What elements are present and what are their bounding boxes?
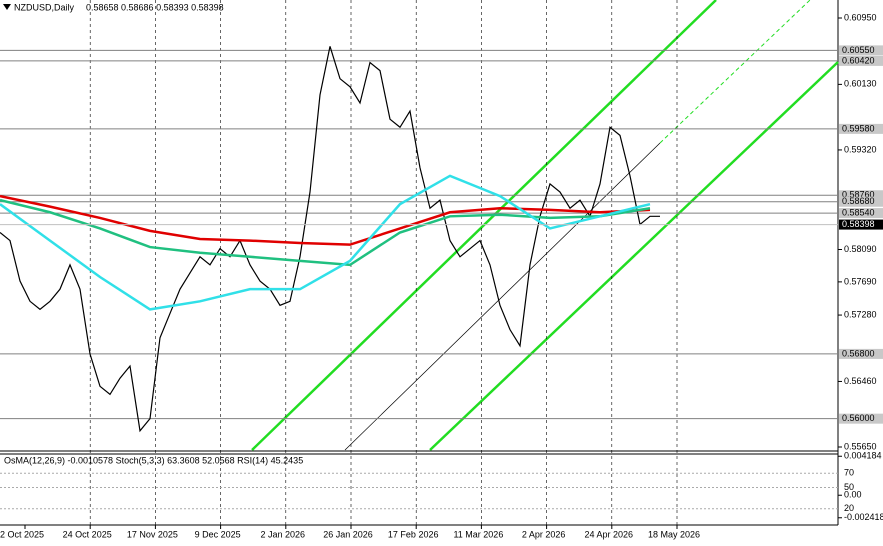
level-label: 0.60550 (842, 45, 875, 55)
moving-average (0, 194, 651, 246)
y-tick-label: 0.56460 (844, 376, 877, 386)
stoch-tick-label: 50 (844, 482, 854, 492)
y-tick-label: 0.55650 (844, 441, 877, 451)
chart-title: NZDUSD,Daily (14, 2, 75, 12)
level-label: 0.58680 (842, 196, 875, 206)
y-tick-label: 0.59320 (844, 144, 877, 154)
main-pane (0, 0, 838, 525)
osma-tick-label: 0.00 (844, 490, 862, 500)
osma-tick-label: 0.004184 (844, 451, 882, 461)
x-tick-label: 17 Nov 2025 (127, 529, 178, 539)
current-price-tag (839, 219, 883, 230)
moving-average (0, 174, 651, 311)
moving-average (0, 198, 651, 267)
price-line (0, 46, 660, 433)
x-tick-label: 2 Jan 2026 (261, 529, 306, 539)
x-tick-label: 2 Apr 2026 (522, 529, 566, 539)
level-label: 0.56800 (842, 348, 875, 358)
x-tick-label: 17 Feb 2026 (388, 529, 439, 539)
x-tick-label: 24 Oct 2025 (63, 529, 112, 539)
level-tag (839, 208, 883, 219)
level-tag (839, 413, 883, 424)
y-tick-label: 0.58090 (844, 244, 877, 254)
x-tick-label: 26 Jan 2026 (323, 529, 373, 539)
current-price-label: 0.58398 (842, 219, 875, 229)
x-tick-label: 2 Oct 2025 (0, 529, 44, 539)
y-tick-label: 0.60130 (844, 79, 877, 89)
stoch-tick-label: 70 (844, 468, 854, 478)
level-tag (839, 348, 883, 359)
y-tick-label: 0.57280 (844, 309, 877, 319)
level-tag (839, 196, 883, 207)
level-tag (839, 55, 883, 66)
y-tick-label: 0.57690 (844, 276, 877, 286)
level-tag (839, 45, 883, 56)
channel-line (429, 61, 839, 451)
level-tag (839, 123, 883, 134)
x-tick-label: 11 Mar 2026 (453, 529, 503, 539)
level-label: 0.59580 (842, 123, 875, 133)
stoch-tick-label: 20 (844, 503, 854, 513)
x-tick-label: 18 May 2026 (648, 529, 700, 539)
osma-tick-label: -0.002418 (844, 512, 883, 522)
level-label: 0.58540 (842, 207, 875, 217)
x-tick-label: 9 Dec 2025 (195, 529, 241, 539)
y-tick-label: 0.60950 (844, 12, 877, 22)
x-tick-label: 24 Apr 2026 (585, 529, 634, 539)
level-tag (839, 190, 883, 201)
level-label: 0.58760 (842, 190, 875, 200)
level-label: 0.60420 (842, 55, 875, 65)
ohlc: 0.58658 0.58686 0.58393 0.58398 (86, 2, 224, 12)
menu-arrow[interactable] (3, 4, 11, 10)
trend-line (344, 142, 661, 451)
indicator-title: OsMA(12,26,9) -0.0010578 Stoch(5,3,3) 63… (4, 455, 303, 465)
level-label: 0.56000 (842, 413, 875, 423)
